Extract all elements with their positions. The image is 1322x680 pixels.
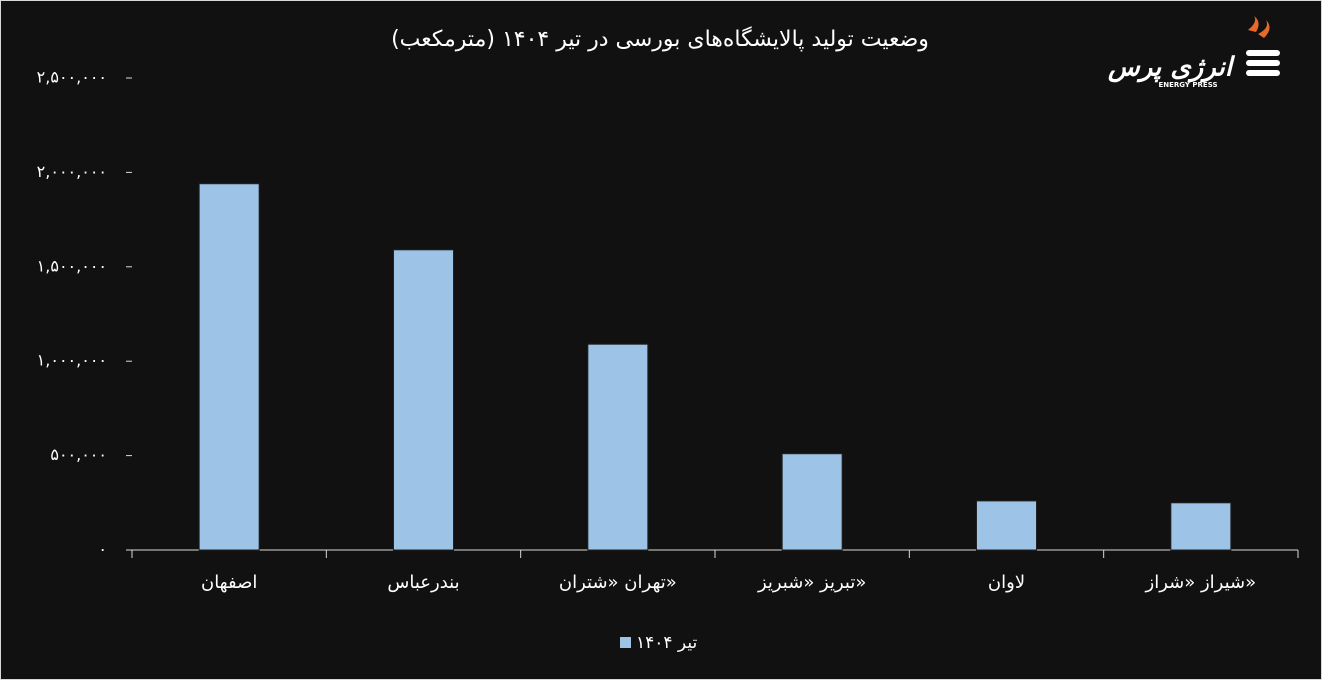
bar: [1170, 502, 1232, 551]
logo-bar: [1246, 70, 1280, 76]
logo-bar: [1246, 50, 1280, 56]
logo-text: انرژی پرس: [1107, 53, 1236, 83]
x-tick-label: بندرعباس: [387, 572, 459, 593]
x-tick-label: تهران «شتران»: [559, 572, 677, 593]
chart-title: وضعیت تولید پالایشگاه‌های بورسی در تیر ۱…: [391, 26, 929, 52]
legend-label: تیر ۱۴۰۴: [636, 633, 697, 653]
bar: [198, 183, 260, 551]
bar: [781, 453, 843, 551]
y-tick-label: ۱,۰۰۰,۰۰۰: [37, 351, 107, 370]
x-tick-label: اصفهان: [201, 572, 257, 593]
y-tick-label: ۲,۵۰۰,۰۰۰: [37, 68, 107, 87]
y-tick-label: ۲,۰۰۰,۰۰۰: [37, 162, 107, 181]
logo-subtext: ENERGY PRESS: [1159, 81, 1218, 89]
x-tick-label: تبریز «شبریز»: [757, 572, 866, 593]
x-tick-label: شیراز «شراز»: [1145, 572, 1257, 593]
logo-bar: [1246, 60, 1280, 66]
bar: [587, 343, 649, 551]
logo: انرژی پرس ENERGY PRESS: [1107, 16, 1280, 89]
bar: [393, 249, 454, 551]
x-tick-label: لاوان: [988, 572, 1025, 593]
legend-swatch: [620, 637, 631, 648]
y-tick-label: ۵۰۰,۰۰۰: [50, 445, 107, 464]
y-tick-label: ۰: [98, 540, 107, 559]
logo-flame: [1248, 16, 1270, 38]
bar: [976, 500, 1037, 551]
y-tick-label: ۱,۵۰۰,۰۰۰: [37, 256, 107, 275]
